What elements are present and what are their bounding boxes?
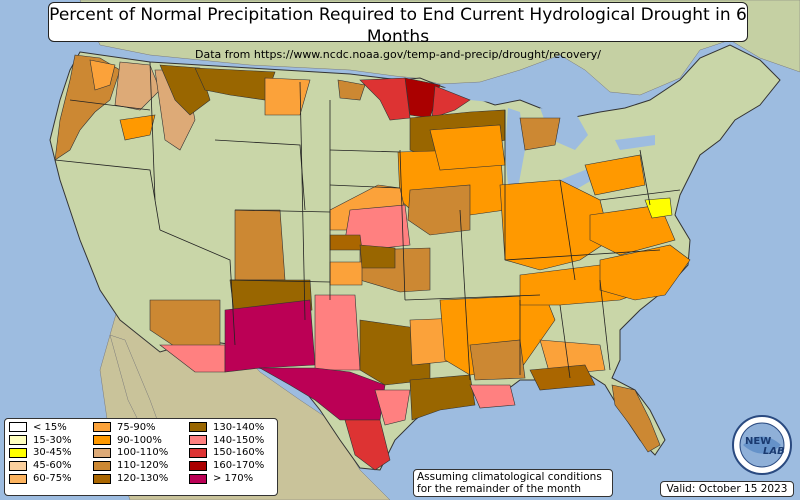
legend-swatch xyxy=(189,447,207,458)
legend-label: 90-100% xyxy=(117,434,162,446)
region-wa-east xyxy=(114,61,161,111)
legend-item: 45-60% xyxy=(9,459,101,472)
region-ohio-valley xyxy=(499,179,611,271)
lake-michigan xyxy=(505,108,525,188)
legend-item: 75-90% xyxy=(93,421,185,434)
legend-swatch xyxy=(93,473,111,484)
assumption-note: Assuming climatological conditions for t… xyxy=(413,469,613,497)
legend-item: > 170% xyxy=(189,472,281,485)
region-al-orange xyxy=(539,339,606,376)
region-nm-magenta xyxy=(224,299,316,373)
region-ks-orange xyxy=(329,261,363,286)
title-box: Percent of Normal Precipitation Required… xyxy=(48,2,748,61)
legend-item: 160-170% xyxy=(189,459,281,472)
legend-label: 75-90% xyxy=(117,421,156,433)
legend-swatch xyxy=(9,473,27,484)
region-md-yellow xyxy=(644,197,673,219)
region-mi-orange xyxy=(429,124,506,171)
region-ks-brown xyxy=(329,234,363,251)
legend-swatch xyxy=(93,435,111,446)
legend-label: 60-75% xyxy=(33,473,72,485)
region-montana-north xyxy=(194,67,276,101)
legend-item: 90-100% xyxy=(93,434,185,447)
legend-label: 110-120% xyxy=(117,460,169,472)
legend-label: 45-60% xyxy=(33,460,72,472)
region-montana-west xyxy=(159,64,211,116)
region-or-central xyxy=(119,114,156,141)
legend-item: 140-150% xyxy=(189,434,281,447)
legend-swatch xyxy=(93,460,111,471)
legend-column-2: 75-90% 90-100% 100-110% 110-120% 120-130% xyxy=(93,421,185,485)
region-iowa-mixed xyxy=(407,184,471,236)
region-fl-pen xyxy=(611,384,661,453)
region-colorado-sw xyxy=(234,209,286,281)
legend-item: 100-110% xyxy=(93,447,185,460)
drought-regions xyxy=(54,54,691,471)
region-pnw-orange xyxy=(89,59,116,91)
legend-swatch xyxy=(189,473,207,484)
region-tx-south xyxy=(344,419,391,471)
region-tx-pink xyxy=(314,294,361,371)
map-title: Percent of Normal Precipitation Required… xyxy=(49,5,747,47)
legend: < 15% 15-30% 30-45% 45-60% 60-75% 75-90% 90-1… xyxy=(4,418,278,496)
region-mi-brown xyxy=(519,117,561,151)
region-montana-east xyxy=(264,77,311,116)
valid-date: Valid: October 15 2023 xyxy=(660,481,794,497)
region-minnesota-west xyxy=(359,77,411,121)
legend-label: 15-30% xyxy=(33,434,72,446)
legend-item: 110-120% xyxy=(93,459,185,472)
region-la-pink xyxy=(469,384,516,409)
legend-swatch xyxy=(93,422,111,433)
newlab-logo: NEW LAB xyxy=(732,415,792,475)
legend-swatch xyxy=(189,435,207,446)
legend-swatch xyxy=(9,435,27,446)
legend-item: 60-75% xyxy=(9,472,101,485)
legend-label: 30-45% xyxy=(33,447,72,459)
region-fl-brown xyxy=(529,364,596,391)
legend-label: 100-110% xyxy=(117,447,169,459)
svg-text:LAB: LAB xyxy=(763,446,785,457)
legend-swatch xyxy=(9,460,27,471)
legend-swatch xyxy=(9,447,27,458)
legend-item: 30-45% xyxy=(9,447,101,460)
region-ok-brown xyxy=(359,244,396,269)
legend-label: 130-140% xyxy=(213,421,265,433)
region-tx-pinkcoast xyxy=(374,389,411,426)
state-borders xyxy=(54,61,681,381)
legend-item: 120-130% xyxy=(93,472,185,485)
legend-label: < 15% xyxy=(33,421,67,433)
region-minnesota-east xyxy=(431,85,471,119)
legend-label: 140-150% xyxy=(213,434,265,446)
region-pa-orange xyxy=(584,154,646,196)
legend-column-1: < 15% 15-30% 30-45% 45-60% 60-75% xyxy=(9,421,101,485)
legend-label: 120-130% xyxy=(117,473,169,485)
region-la-brown xyxy=(409,374,476,421)
legend-swatch xyxy=(189,422,207,433)
svg-text:NEW: NEW xyxy=(745,436,771,447)
legend-column-3: 130-140% 140-150% 150-160% 160-170% > 170% xyxy=(189,421,281,485)
legend-label: 150-160% xyxy=(213,447,265,459)
region-carolinas xyxy=(599,244,691,301)
legend-swatch xyxy=(93,447,111,458)
lake-ontario xyxy=(615,135,655,150)
map-subtitle: Data from https://www.ncdc.noaa.gov/temp… xyxy=(195,48,601,61)
legend-item: 130-140% xyxy=(189,421,281,434)
legend-item: < 15% xyxy=(9,421,101,434)
legend-item: 15-30% xyxy=(9,434,101,447)
legend-label: > 170% xyxy=(213,473,254,485)
region-ms-brown xyxy=(469,339,526,381)
legend-swatch xyxy=(9,422,27,433)
region-nd-east xyxy=(337,79,366,101)
legend-item: 150-160% xyxy=(189,447,281,460)
legend-swatch xyxy=(189,460,207,471)
legend-label: 160-170% xyxy=(213,460,265,472)
